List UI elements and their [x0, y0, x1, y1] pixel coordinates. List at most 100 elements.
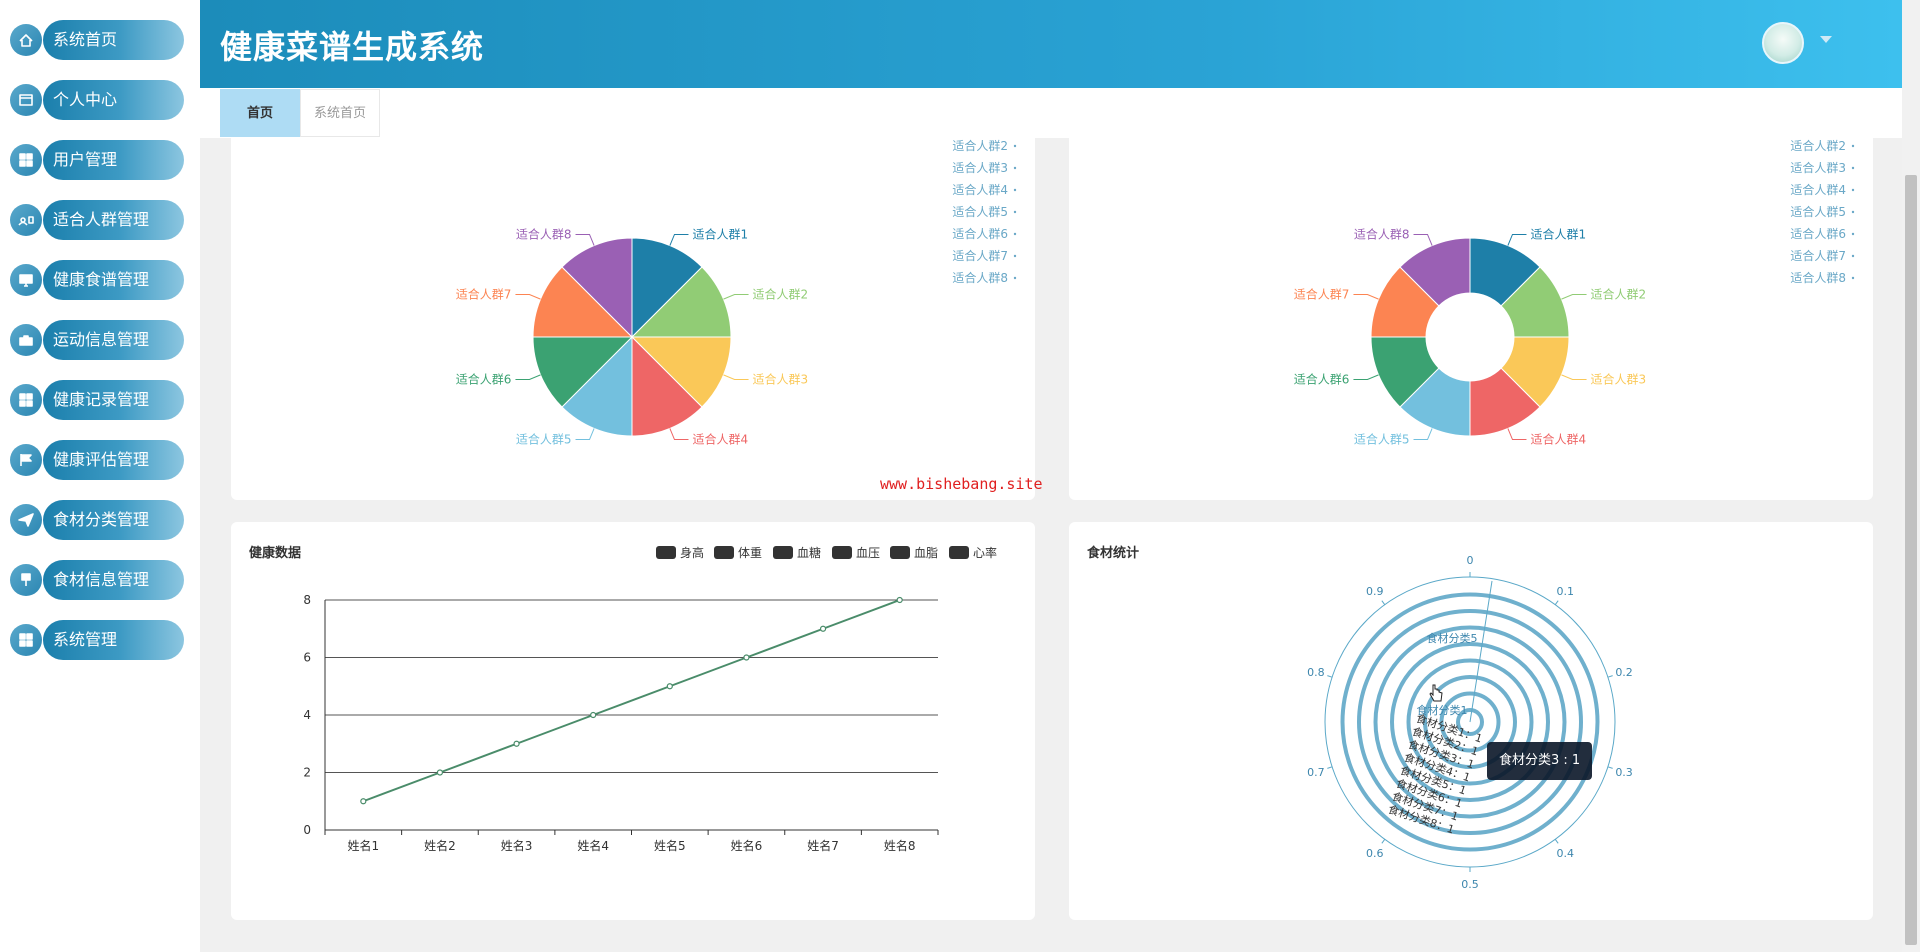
- line-point[interactable]: [360, 798, 367, 805]
- sidebar-item-label: 健康评估管理: [43, 440, 184, 480]
- sidebar-item-label: 健康食谱管理: [43, 260, 184, 300]
- tab-home[interactable]: 首页: [220, 89, 300, 137]
- legend-item[interactable]: 适合人群8: [952, 270, 1008, 285]
- legend-item[interactable]: 适合人群3: [952, 160, 1008, 175]
- sidebar-item-label: 用户管理: [43, 140, 184, 180]
- sidebar-item-11[interactable]: 系统管理: [10, 620, 184, 660]
- app-title: 健康菜谱生成系统: [220, 28, 485, 66]
- line-point[interactable]: [590, 711, 597, 719]
- home-icon: [10, 24, 42, 56]
- polar-radius-line: [1469, 580, 1493, 723]
- sidebar-item-7[interactable]: 健康记录管理: [10, 380, 184, 420]
- line-point[interactable]: [513, 740, 520, 747]
- angle-tick: [1327, 675, 1333, 678]
- top-header: 健康菜谱生成系统: [200, 0, 1902, 88]
- polar-bar[interactable]: [1406, 658, 1534, 786]
- sidebar: 系统首页个人中心用户管理适合人群管理健康食谱管理运动信息管理健康记录管理 健康评估…: [0, 0, 200, 952]
- polar-bar[interactable]: [1340, 592, 1600, 852]
- scrollbar-thumb[interactable]: [1905, 175, 1917, 945]
- y-tick-label: 4: [303, 708, 311, 722]
- vertical-scrollbar[interactable]: [1902, 0, 1920, 952]
- legend-item[interactable]: 体重: [738, 546, 762, 560]
- pie-slice[interactable]: [1469, 367, 1541, 437]
- legend-item[interactable]: 适合人群5: [952, 204, 1008, 219]
- angle-tick-label: 0.2: [1615, 666, 1633, 679]
- polar-bar[interactable]: [1390, 642, 1550, 802]
- line-point[interactable]: [819, 625, 827, 632]
- legend-swatch: [949, 546, 969, 559]
- angle-tick: [1554, 839, 1559, 844]
- line-point[interactable]: [896, 596, 903, 604]
- angle-tick-label: 0.1: [1556, 585, 1574, 598]
- legend-dot: [1851, 276, 1855, 280]
- people-icon: [10, 204, 42, 236]
- sidebar-item-9[interactable]: 食材分类管理: [10, 500, 184, 540]
- sidebar-item-2[interactable]: 个人中心: [10, 80, 184, 120]
- legend-item[interactable]: 血脂: [914, 545, 938, 560]
- legend-item[interactable]: 适合人群6: [952, 226, 1008, 241]
- sidebar-item-6[interactable]: 运动信息管理: [10, 320, 184, 360]
- line-point[interactable]: [743, 654, 750, 661]
- legend-item[interactable]: 适合人群8: [1790, 270, 1846, 285]
- angle-tick: [1327, 766, 1333, 769]
- sidebar-item-label: 健康记录管理: [43, 380, 184, 420]
- profile-card-icon: [10, 84, 42, 116]
- pie-label: 适合人群1: [1530, 226, 1586, 241]
- polar-bar[interactable]: [1373, 625, 1567, 819]
- sidebar-item-3[interactable]: 用户管理: [10, 140, 184, 180]
- legend-dot: [1013, 210, 1017, 214]
- angle-tick-label: 0.7: [1307, 766, 1325, 779]
- legend-item[interactable]: 适合人群7: [952, 248, 1008, 263]
- grid-icon: [10, 384, 42, 416]
- pie-label: 适合人群3: [753, 371, 809, 386]
- legend-item[interactable]: 适合人群5: [1790, 204, 1846, 219]
- legend-item[interactable]: 适合人群2: [952, 138, 1008, 153]
- pie-slice[interactable]: [1370, 266, 1440, 338]
- polar-bar[interactable]: [1357, 609, 1583, 835]
- polar-bar[interactable]: [1456, 708, 1484, 736]
- legend-item[interactable]: 适合人群3: [1790, 160, 1846, 175]
- pie-leader-line: [1561, 294, 1587, 300]
- legend-item[interactable]: 适合人群6: [1790, 226, 1846, 241]
- tab-dashboard[interactable]: 系统首页: [300, 89, 380, 137]
- sidebar-item-5[interactable]: 健康食谱管理: [10, 260, 184, 300]
- angle-tick: [1381, 600, 1386, 605]
- polar-bar[interactable]: [1439, 691, 1501, 753]
- legend-item[interactable]: 适合人群4: [952, 182, 1008, 197]
- health-data-title: 健康数据: [249, 546, 302, 561]
- pie-slice[interactable]: [1469, 237, 1541, 307]
- legend-swatch: [890, 546, 910, 559]
- polar-bar[interactable]: [1423, 675, 1517, 769]
- line-point[interactable]: [666, 683, 673, 690]
- pie-slice[interactable]: [1500, 336, 1570, 408]
- legend-item[interactable]: 适合人群4: [1790, 182, 1846, 197]
- pie-slice[interactable]: [1399, 367, 1471, 437]
- sidebar-item-4[interactable]: 适合人群管理: [10, 200, 184, 240]
- legend-item[interactable]: 身高: [680, 545, 704, 560]
- sidebar-item-1[interactable]: 系统首页: [10, 20, 184, 60]
- monitor-icon: [10, 264, 42, 296]
- pie-slice[interactable]: [1500, 266, 1570, 338]
- category-label: 食材分类1: [1417, 703, 1468, 717]
- legend-item[interactable]: 血压: [856, 546, 880, 560]
- pie-slice[interactable]: [1370, 336, 1440, 408]
- x-tick-label: 姓名5: [654, 838, 686, 853]
- pie-leader-line: [515, 374, 541, 380]
- pie-label: 适合人群7: [456, 287, 512, 302]
- sidebar-item-10[interactable]: 食材信息管理: [10, 560, 184, 600]
- x-tick-label: 姓名2: [424, 838, 456, 853]
- legend-item[interactable]: 血糖: [797, 545, 821, 560]
- user-avatar[interactable]: [1762, 22, 1804, 64]
- pie-slice[interactable]: [1399, 237, 1471, 307]
- angle-tick-label: 0.6: [1366, 847, 1384, 860]
- pie-label: 适合人群4: [692, 432, 748, 447]
- legend-item[interactable]: 心率: [973, 545, 997, 560]
- legend-item[interactable]: 适合人群7: [1790, 248, 1846, 263]
- chevron-down-icon[interactable]: [1820, 36, 1832, 43]
- angle-tick-label: 0: [1467, 554, 1474, 567]
- legend-item[interactable]: 适合人群2: [1790, 138, 1846, 153]
- bottom-strip: [200, 940, 1902, 952]
- sidebar-item-8[interactable]: 健康评估管理: [10, 440, 184, 480]
- legend-dot: [1013, 276, 1017, 280]
- line-point[interactable]: [436, 769, 444, 776]
